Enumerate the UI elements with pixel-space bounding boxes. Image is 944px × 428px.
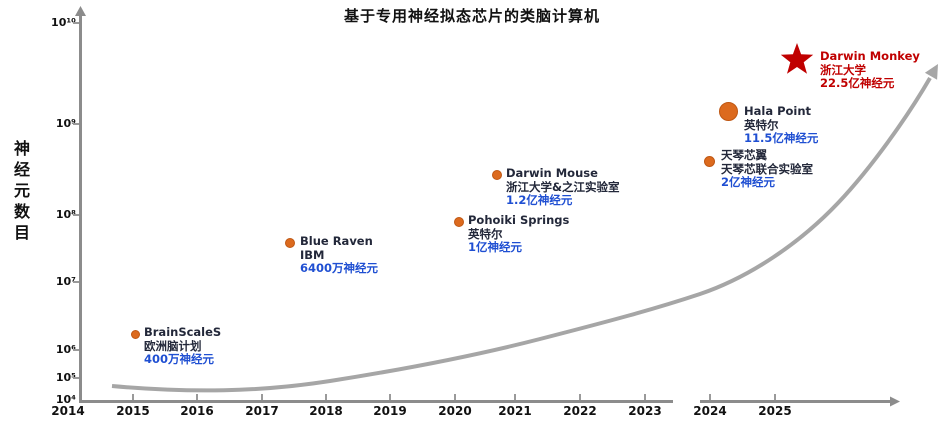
- trend-arrow-head-icon: [924, 64, 938, 80]
- pohoiki-springs-org: 英特尔: [468, 226, 503, 241]
- y-tickmark: [73, 377, 81, 379]
- darwin-mouse-org: 浙江大学&之江实验室: [506, 179, 620, 194]
- y-tick-1e7: 10⁷: [55, 275, 76, 288]
- darwin-mouse-neurons: 1.2亿神经元: [506, 193, 573, 207]
- star-icon: [780, 43, 814, 74]
- x-year-2022: 2022: [563, 404, 597, 418]
- x-tickmark: [261, 394, 263, 400]
- pohoiki-springs-neurons: 1亿神经元: [468, 240, 523, 254]
- x-year-2025: 2025: [758, 404, 792, 418]
- x-year-2021: 2021: [498, 404, 532, 418]
- y-tickmark: [73, 281, 81, 283]
- blue-raven-name: Blue Raven: [300, 234, 373, 248]
- x-tickmark: [325, 394, 327, 400]
- tianqin-name: 天琴芯翼: [721, 148, 767, 162]
- y-axis-title: 神经元数目: [11, 140, 30, 245]
- darwin-mouse-label: Darwin Mouse 浙江大学&之江实验室 1.2亿神经元: [506, 166, 620, 208]
- data-point-hala-point: [719, 102, 738, 121]
- x-tickmark: [644, 394, 646, 400]
- x-axis-line-segment-1: [79, 400, 673, 403]
- brainscales-org: 欧洲脑计划: [144, 338, 202, 353]
- data-point-darwin-mouse: [492, 170, 502, 180]
- y-tickmark: [73, 123, 81, 125]
- x-tickmark: [514, 394, 516, 400]
- y-tickmark: [73, 214, 81, 216]
- brainscales-label: BrainScaleS 欧洲脑计划 400万神经元: [144, 325, 222, 367]
- y-tick-1e8: 10⁸: [55, 208, 76, 221]
- pohoiki-springs-label: Pohoiki Springs 英特尔 1亿神经元: [468, 213, 570, 255]
- pohoiki-springs-name: Pohoiki Springs: [468, 213, 570, 227]
- x-tickmark: [132, 394, 134, 400]
- x-tickmark: [389, 394, 391, 400]
- tianqin-label: 天琴芯翼 天琴芯联合实验室 2亿神经元: [721, 148, 813, 190]
- darwin-monkey-org: 浙江大学: [820, 62, 866, 77]
- tianqin-neurons: 2亿神经元: [721, 175, 776, 189]
- x-year-2023: 2023: [628, 404, 662, 418]
- x-tickmark: [196, 394, 198, 400]
- x-year-2015: 2015: [116, 404, 150, 418]
- hala-point-org: 英特尔: [744, 117, 779, 132]
- x-tickmark: [454, 394, 456, 400]
- brainscales-name: BrainScaleS: [144, 325, 222, 339]
- y-tick-1e4: 10⁴: [55, 393, 76, 406]
- y-tickmark: [73, 22, 81, 24]
- y-axis-line: [79, 13, 82, 402]
- x-tickmark: [774, 394, 776, 400]
- data-point-blue-raven: [285, 238, 295, 248]
- x-year-2017: 2017: [245, 404, 279, 418]
- x-year-2020: 2020: [438, 404, 472, 418]
- x-year-2016: 2016: [180, 404, 214, 418]
- x-year-2024: 2024: [693, 404, 727, 418]
- x-year-2019: 2019: [373, 404, 407, 418]
- y-tick-1e9: 10⁹: [55, 117, 76, 130]
- x-tickmark: [579, 394, 581, 400]
- x-year-2018: 2018: [309, 404, 343, 418]
- hala-point-label: Hala Point 英特尔 11.5亿神经元: [744, 104, 819, 146]
- hala-point-neurons: 11.5亿神经元: [744, 131, 819, 145]
- x-year-2014: 2014: [51, 404, 85, 418]
- x-axis-arrow-icon: [890, 396, 900, 407]
- blue-raven-neurons: 6400万神经元: [300, 261, 379, 275]
- chart-title: 基于专用神经拟态芯片的类脑计算机: [343, 7, 600, 25]
- darwin-monkey-name: Darwin Monkey: [820, 49, 920, 63]
- tianqin-org: 天琴芯联合实验室: [721, 161, 813, 176]
- y-tick-1e6: 10⁶: [55, 343, 76, 356]
- y-tick-1e5: 10⁵: [55, 371, 76, 384]
- data-point-brainscales: [131, 330, 140, 339]
- brainscales-neurons: 400万神经元: [144, 352, 215, 366]
- x-tickmark: [709, 394, 711, 400]
- data-point-pohoiki-springs: [454, 217, 464, 227]
- darwin-monkey-neurons: 22.5亿神经元: [820, 76, 895, 90]
- y-tick-1e10: 10¹⁰: [51, 16, 76, 29]
- darwin-monkey-label: Darwin Monkey 浙江大学 22.5亿神经元: [820, 49, 920, 91]
- blue-raven-label: Blue Raven IBM 6400万神经元: [300, 234, 379, 276]
- x-axis-line-segment-2: [700, 400, 890, 403]
- hala-point-name: Hala Point: [744, 104, 812, 118]
- blue-raven-org: IBM: [300, 247, 325, 262]
- y-tickmark: [73, 349, 81, 351]
- data-point-tianqin: [704, 156, 715, 167]
- darwin-mouse-name: Darwin Mouse: [506, 166, 598, 180]
